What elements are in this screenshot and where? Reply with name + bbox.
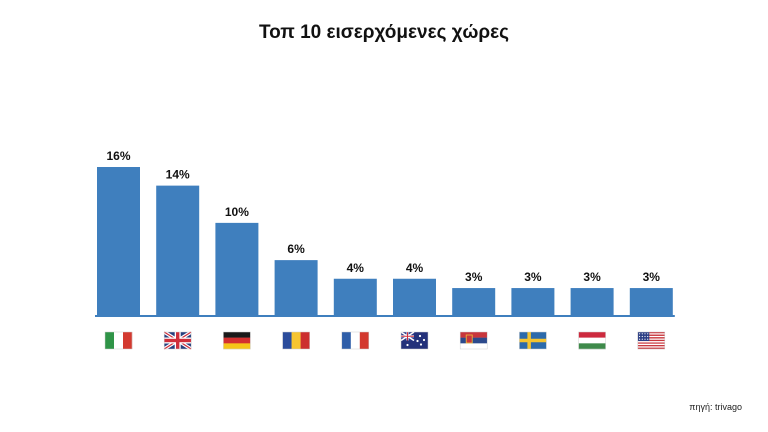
data-label: 4% bbox=[406, 261, 424, 275]
sweden-flag-icon bbox=[519, 331, 547, 350]
australia-flag-icon bbox=[400, 331, 429, 350]
data-label: 6% bbox=[287, 242, 305, 256]
bar-romania bbox=[274, 260, 318, 316]
bar-australia bbox=[393, 278, 436, 316]
data-label: 10% bbox=[225, 205, 249, 219]
hungary-flag-icon bbox=[578, 331, 606, 350]
data-label: 4% bbox=[347, 261, 365, 275]
bar-italy bbox=[97, 167, 140, 316]
data-label: 3% bbox=[524, 270, 542, 284]
serbia-flag-icon bbox=[459, 331, 488, 350]
france-flag-icon bbox=[341, 331, 370, 350]
italy-flag-icon bbox=[104, 331, 133, 350]
data-label: 3% bbox=[643, 270, 661, 284]
bar-united-states bbox=[629, 288, 673, 316]
uk-flag-icon bbox=[163, 330, 193, 351]
data-label: 16% bbox=[106, 149, 130, 163]
bar-germany bbox=[215, 222, 259, 316]
flags-group bbox=[104, 330, 666, 351]
data-label: 3% bbox=[465, 270, 483, 284]
data-label: 14% bbox=[166, 168, 190, 182]
usa-flag-icon bbox=[637, 331, 666, 350]
data-label: 3% bbox=[583, 270, 601, 284]
germany-flag-icon bbox=[223, 331, 251, 350]
romania-flag-icon bbox=[282, 331, 310, 350]
bar-united-kingdom bbox=[156, 185, 200, 316]
source-note: πηγή: trivago bbox=[689, 402, 742, 412]
bar-sweden bbox=[511, 288, 555, 316]
bars-group bbox=[97, 167, 673, 316]
value-labels-group: 16% 14% 10% 6% 4% 4% 3% 3% 3% 3% bbox=[106, 149, 660, 284]
bar-serbia bbox=[452, 288, 496, 316]
bar-hungary bbox=[570, 288, 614, 316]
bar-france bbox=[333, 278, 377, 316]
chart-title: Τοπ 10 εισερχόμενες χώρες bbox=[258, 22, 510, 43]
